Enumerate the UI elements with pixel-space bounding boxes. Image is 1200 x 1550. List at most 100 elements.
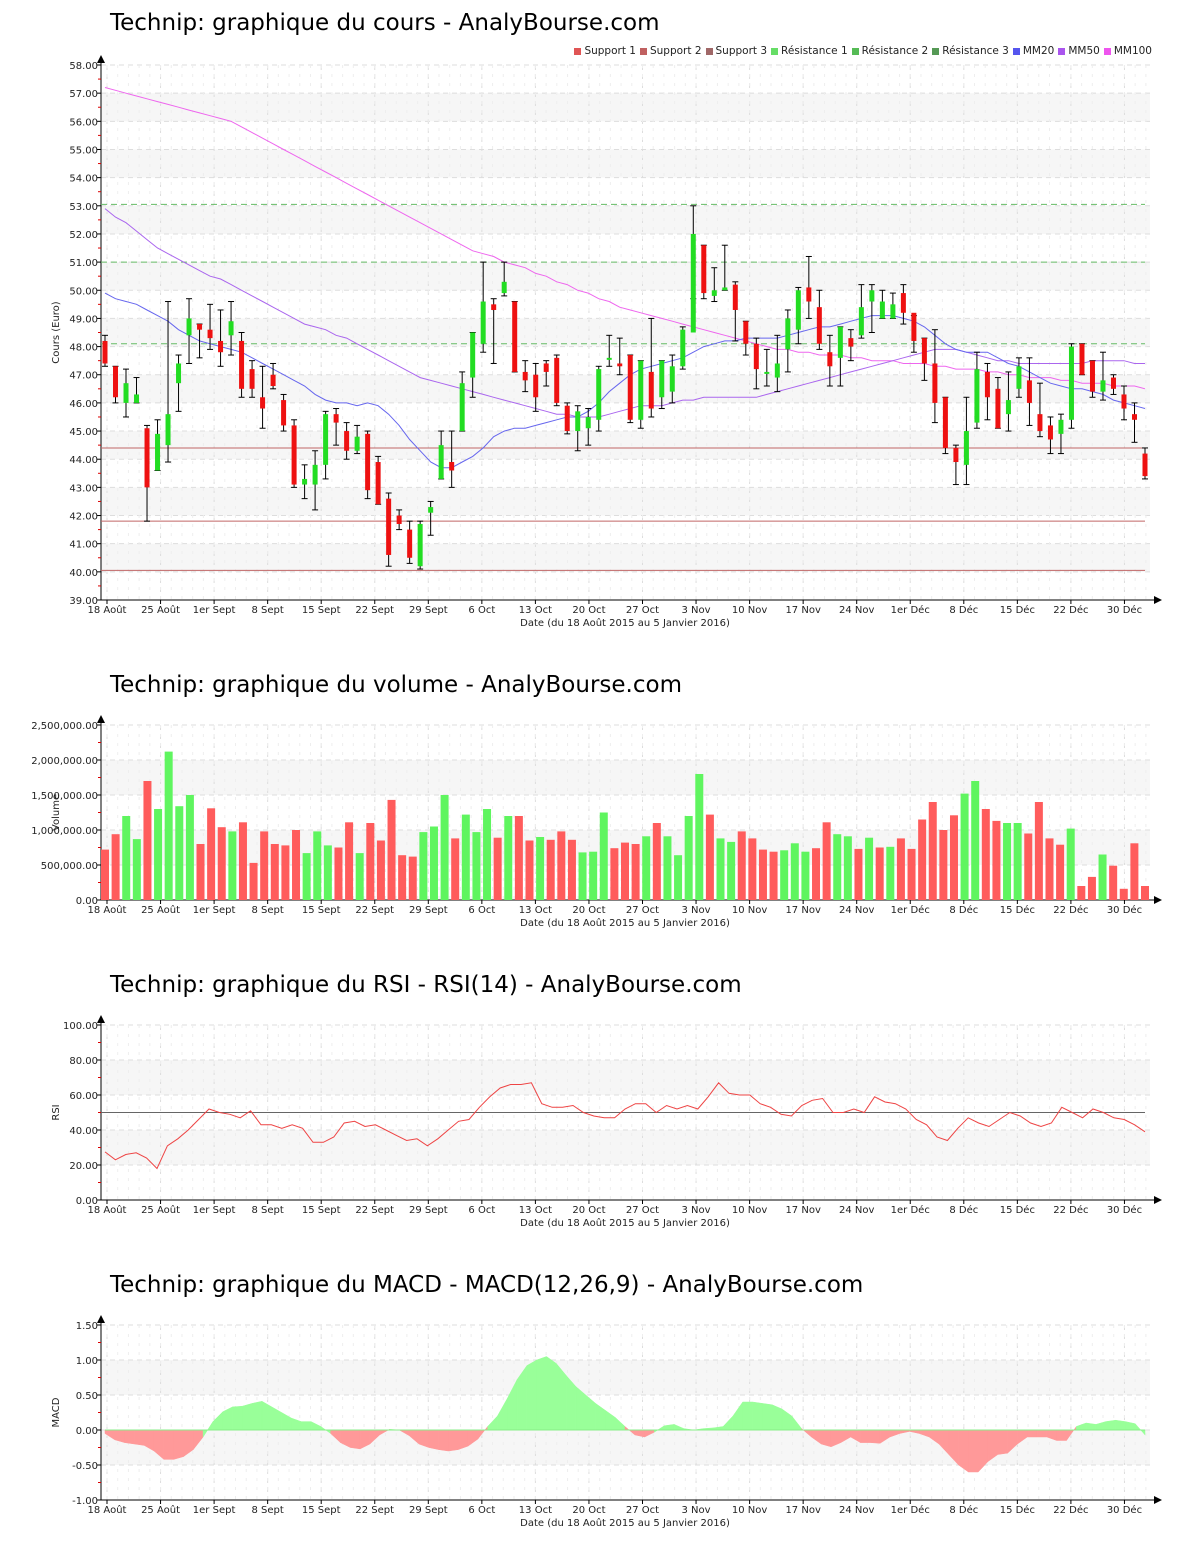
candle bbox=[270, 374, 276, 386]
volume-bar bbox=[621, 842, 629, 900]
price-chart: 39.00 40.00 41.00 42.00 43.00 44.00 45.00 46.00… bbox=[51, 55, 1162, 629]
x-tick-label: 13 Oct bbox=[519, 605, 552, 616]
y-tick-label: 48.00 bbox=[69, 343, 98, 354]
volume-bar bbox=[451, 838, 460, 900]
volume-bar bbox=[525, 840, 534, 900]
x-tick-label: 1er Sept bbox=[193, 605, 236, 616]
candle bbox=[659, 360, 665, 398]
x-tick-label: 17 Nov bbox=[785, 605, 821, 616]
candle bbox=[344, 431, 350, 451]
x-tick-label: 6 Oct bbox=[468, 605, 495, 616]
candle bbox=[869, 290, 875, 302]
volume-bar bbox=[143, 781, 152, 900]
volume-bar bbox=[1119, 888, 1128, 900]
volume-chart: 0.00 500,000.00 1,000,000.00 1,500,000.00 2,… bbox=[31, 715, 1162, 929]
volume-bar bbox=[557, 831, 566, 900]
legend-item: Support 3 bbox=[705, 45, 767, 57]
legend-item: Résistance 3 bbox=[932, 45, 1009, 57]
candle bbox=[1142, 453, 1148, 477]
candle bbox=[501, 281, 507, 294]
legend-swatch-icon bbox=[639, 47, 647, 55]
volume-bar bbox=[185, 795, 194, 900]
volume-bar bbox=[1077, 886, 1086, 900]
x-tick-label: 22 Déc bbox=[1053, 1204, 1088, 1216]
x-tick-label: 15 Déc bbox=[1000, 604, 1035, 616]
y-tick-label: 0.00 bbox=[76, 896, 98, 907]
y-tick-label: 2,500,000.00 bbox=[31, 721, 98, 732]
x-tick-label: 20 Oct bbox=[572, 905, 605, 916]
candle bbox=[848, 338, 854, 347]
volume-bar bbox=[1109, 865, 1118, 900]
y-tick-label: 57.00 bbox=[69, 89, 98, 100]
volume-bar bbox=[833, 834, 842, 900]
x-tick-label: 24 Nov bbox=[839, 1205, 875, 1216]
volume-bar bbox=[472, 832, 481, 900]
candle bbox=[333, 414, 339, 423]
candle bbox=[753, 343, 759, 370]
candle bbox=[816, 307, 822, 344]
candle bbox=[732, 284, 738, 310]
candle bbox=[239, 340, 245, 389]
x-tick-label: 18 Août bbox=[88, 604, 127, 616]
candle bbox=[1068, 346, 1074, 420]
x-tick-label: 20 Oct bbox=[572, 605, 605, 616]
x-tick-label: 8 Déc bbox=[949, 904, 978, 916]
volume-bar bbox=[695, 774, 704, 900]
volume-bar bbox=[705, 814, 714, 900]
y-tick-label: 43.00 bbox=[69, 483, 98, 494]
volume-bar bbox=[578, 852, 587, 900]
y-axis-label: RSI bbox=[51, 1104, 62, 1120]
candle bbox=[386, 498, 392, 555]
x-tick-label: 6 Oct bbox=[468, 1505, 495, 1516]
volume-bar bbox=[758, 849, 767, 900]
y-tick-label: 56.00 bbox=[69, 117, 98, 128]
volume-bar bbox=[1066, 828, 1075, 900]
candle bbox=[596, 369, 602, 420]
x-tick-label: 10 Nov bbox=[732, 1505, 768, 1516]
candle bbox=[858, 307, 864, 336]
x-tick-label: 6 Oct bbox=[468, 1205, 495, 1216]
volume-bar bbox=[1024, 833, 1033, 900]
volume-bar bbox=[302, 853, 311, 900]
y-tick-label: 44.00 bbox=[69, 455, 98, 466]
candle bbox=[911, 312, 917, 341]
candle bbox=[176, 363, 182, 384]
candle bbox=[459, 383, 465, 432]
volume-bar bbox=[684, 816, 693, 900]
x-tick-label: 24 Nov bbox=[839, 605, 875, 616]
legend-item: Résistance 2 bbox=[851, 45, 928, 57]
candle bbox=[155, 433, 161, 471]
candle bbox=[837, 326, 843, 358]
volume-bar bbox=[461, 814, 470, 900]
legend-swatch-icon bbox=[771, 47, 779, 55]
candle bbox=[323, 414, 329, 465]
candle bbox=[522, 371, 528, 381]
volume-bar bbox=[376, 840, 385, 900]
y-tick-label: 50.00 bbox=[69, 286, 98, 297]
candle bbox=[617, 363, 623, 367]
x-tick-label: 13 Oct bbox=[519, 1205, 552, 1216]
candle bbox=[890, 304, 896, 319]
x-tick-label: 6 Oct bbox=[468, 905, 495, 916]
x-tick-label: 30 Déc bbox=[1107, 1504, 1142, 1516]
x-tick-label: 17 Nov bbox=[785, 905, 821, 916]
x-tick-label: 15 Sept bbox=[302, 605, 341, 616]
volume-bar bbox=[483, 809, 492, 900]
legend-swatch-icon bbox=[1103, 47, 1111, 55]
y-tick-label: 49.00 bbox=[69, 314, 98, 325]
candle bbox=[312, 464, 318, 485]
x-axis-label: Date (du 18 Août 2015 au 5 Janvier 2016) bbox=[520, 1217, 730, 1229]
x-tick-label: 8 Sept bbox=[251, 1205, 283, 1216]
candle bbox=[396, 515, 402, 524]
volume-bar bbox=[440, 795, 449, 900]
y-tick-label: 1.00 bbox=[76, 1356, 98, 1367]
x-tick-label: 3 Nov bbox=[682, 605, 711, 616]
candle bbox=[1026, 380, 1032, 403]
candle bbox=[1079, 343, 1085, 375]
legend-item: MM20 bbox=[1012, 45, 1054, 57]
candle bbox=[1047, 425, 1053, 440]
x-axis-label: Date (du 18 Août 2015 au 5 Janvier 2016) bbox=[520, 617, 730, 629]
candle bbox=[470, 332, 476, 378]
x-tick-label: 10 Nov bbox=[732, 605, 768, 616]
x-tick-label: 3 Nov bbox=[682, 905, 711, 916]
